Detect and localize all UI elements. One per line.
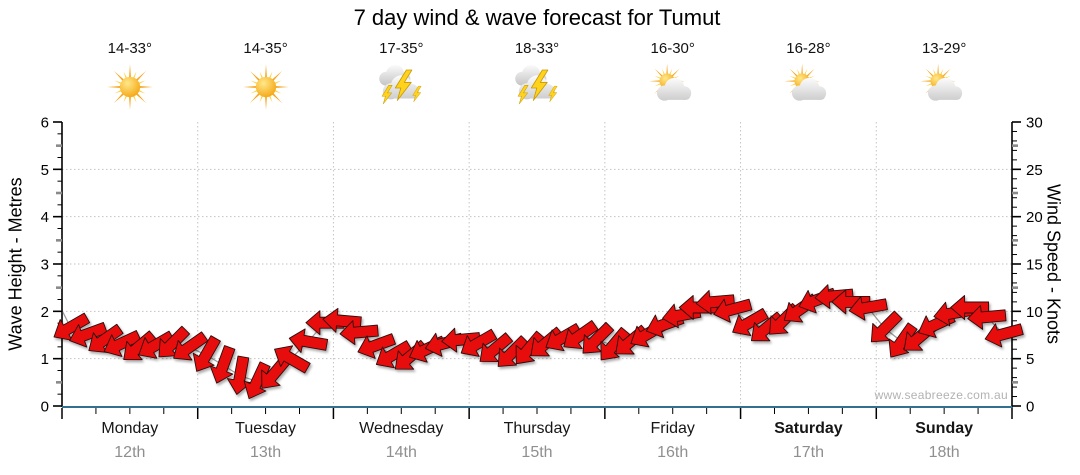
wind-arrow bbox=[339, 320, 379, 346]
lightning-bolt bbox=[517, 85, 529, 105]
left-tick-label: 6 bbox=[41, 115, 49, 132]
left-tick-label: 2 bbox=[41, 304, 49, 321]
wind-arrow bbox=[53, 312, 91, 341]
wind-arrows bbox=[53, 284, 1024, 400]
day-date: 14th bbox=[385, 444, 417, 461]
lightning-bolt bbox=[548, 85, 558, 102]
wind-arrow bbox=[209, 345, 236, 384]
day-temp-range: 17-35° bbox=[379, 40, 424, 57]
left-tick-label: 1 bbox=[41, 351, 49, 368]
wind-arrow bbox=[138, 330, 175, 359]
cloud-shape bbox=[928, 77, 963, 101]
wind-arrow bbox=[515, 330, 546, 365]
day-name: Monday bbox=[101, 420, 159, 437]
partly-cloudy-icon bbox=[920, 63, 963, 101]
day-name: Friday bbox=[650, 420, 695, 437]
wind-arrow bbox=[288, 328, 329, 353]
day-name: Thursday bbox=[503, 420, 571, 437]
wind-arrow bbox=[173, 331, 209, 361]
wind-arrow bbox=[103, 330, 142, 357]
wind-arrow bbox=[460, 328, 498, 357]
wind-arrow bbox=[950, 295, 990, 320]
right-tick-label: 0 bbox=[1026, 399, 1034, 416]
left-tick-label: 3 bbox=[41, 257, 49, 274]
partly-cloudy-icon bbox=[784, 63, 827, 101]
day-temp-range: 14-35° bbox=[243, 40, 288, 57]
day-temp-range: 18-33° bbox=[514, 40, 560, 57]
left-axis-ticks: 0 1 2 3 4 5 6 bbox=[41, 115, 62, 416]
wind-arrow bbox=[192, 335, 221, 372]
right-tick-label: 30 bbox=[1026, 115, 1043, 132]
sun-disc bbox=[119, 76, 140, 98]
day-name: Wednesday bbox=[359, 420, 444, 437]
day-temp-range: 13-29° bbox=[921, 40, 967, 57]
wind-arrow bbox=[814, 284, 854, 310]
wind-arrow bbox=[69, 321, 108, 348]
day-temp-range: 14-33° bbox=[107, 40, 153, 57]
wind-arrow bbox=[441, 327, 481, 353]
wind-arrow bbox=[158, 325, 191, 358]
wind-arrow bbox=[479, 332, 514, 363]
thunderstorm-icon bbox=[379, 64, 422, 105]
wind-arrow bbox=[545, 323, 583, 352]
right-tick-label: 15 bbox=[1026, 257, 1043, 274]
day-date: 15th bbox=[521, 444, 553, 461]
x-axis-ticks bbox=[61, 408, 1013, 419]
day-date: 16th bbox=[657, 444, 689, 461]
page-title: 7 day wind & wave forecast for Tumut bbox=[353, 5, 721, 30]
sun-disc bbox=[255, 76, 276, 98]
wind-arrow bbox=[582, 321, 615, 354]
wind-arrow bbox=[88, 323, 124, 353]
left-tick-label: 4 bbox=[41, 209, 49, 226]
day-temp-range: 16-28° bbox=[786, 40, 831, 57]
wind-arrow bbox=[732, 307, 769, 337]
wind-arrow bbox=[695, 289, 735, 315]
right-tick-label: 5 bbox=[1026, 351, 1034, 368]
wind-arrow bbox=[274, 345, 311, 374]
sun-shape bbox=[242, 64, 289, 110]
wind-arrow bbox=[750, 311, 785, 342]
partly-cloudy-icon bbox=[649, 63, 691, 101]
sunny-icon bbox=[242, 64, 289, 110]
wind-arrow bbox=[530, 326, 565, 357]
day-date: 18th bbox=[928, 444, 960, 461]
lightning-bolt bbox=[382, 85, 393, 105]
wind-arrow bbox=[600, 326, 631, 361]
sun-shape bbox=[107, 64, 153, 110]
day-date: 17th bbox=[792, 444, 824, 461]
wind-arrow bbox=[497, 335, 530, 367]
lightning-bolt bbox=[395, 69, 413, 101]
thunderstorm-icon bbox=[515, 64, 558, 105]
sunny-icon bbox=[107, 64, 153, 110]
day-temp-range: 16-30° bbox=[650, 40, 695, 57]
day-name: Sunday bbox=[915, 420, 974, 437]
day-name: Tuesday bbox=[235, 420, 296, 437]
cloud-shape bbox=[792, 77, 827, 101]
day-date: 13th bbox=[249, 444, 282, 461]
lightning-bolt bbox=[412, 85, 422, 102]
right-tick-label: 20 bbox=[1026, 209, 1043, 226]
cloud-shape bbox=[656, 77, 691, 101]
watermark: www.seabreeze.com.au bbox=[874, 388, 1008, 402]
right-tick-label: 10 bbox=[1026, 304, 1043, 321]
right-tick-label: 25 bbox=[1026, 162, 1043, 179]
wind-arrow bbox=[848, 296, 888, 321]
wind-arrow bbox=[984, 323, 1024, 348]
left-tick-label: 0 bbox=[41, 399, 49, 416]
wind-arrow bbox=[357, 333, 396, 359]
wind-arrow bbox=[831, 289, 871, 315]
lightning-bolt bbox=[530, 69, 549, 101]
wind-arrow bbox=[563, 320, 599, 350]
wind-arrow bbox=[870, 310, 903, 343]
wind-arrow bbox=[713, 298, 753, 323]
wind-arrow bbox=[123, 330, 157, 361]
wind-arrow bbox=[375, 340, 413, 369]
left-tick-label: 5 bbox=[41, 162, 49, 179]
day-name: Saturday bbox=[774, 420, 843, 437]
day-date: 12th bbox=[114, 444, 146, 461]
wind-arrow bbox=[967, 305, 1007, 330]
right-axis-ticks: 0 5 10 15 20 25 30 bbox=[1012, 115, 1043, 416]
